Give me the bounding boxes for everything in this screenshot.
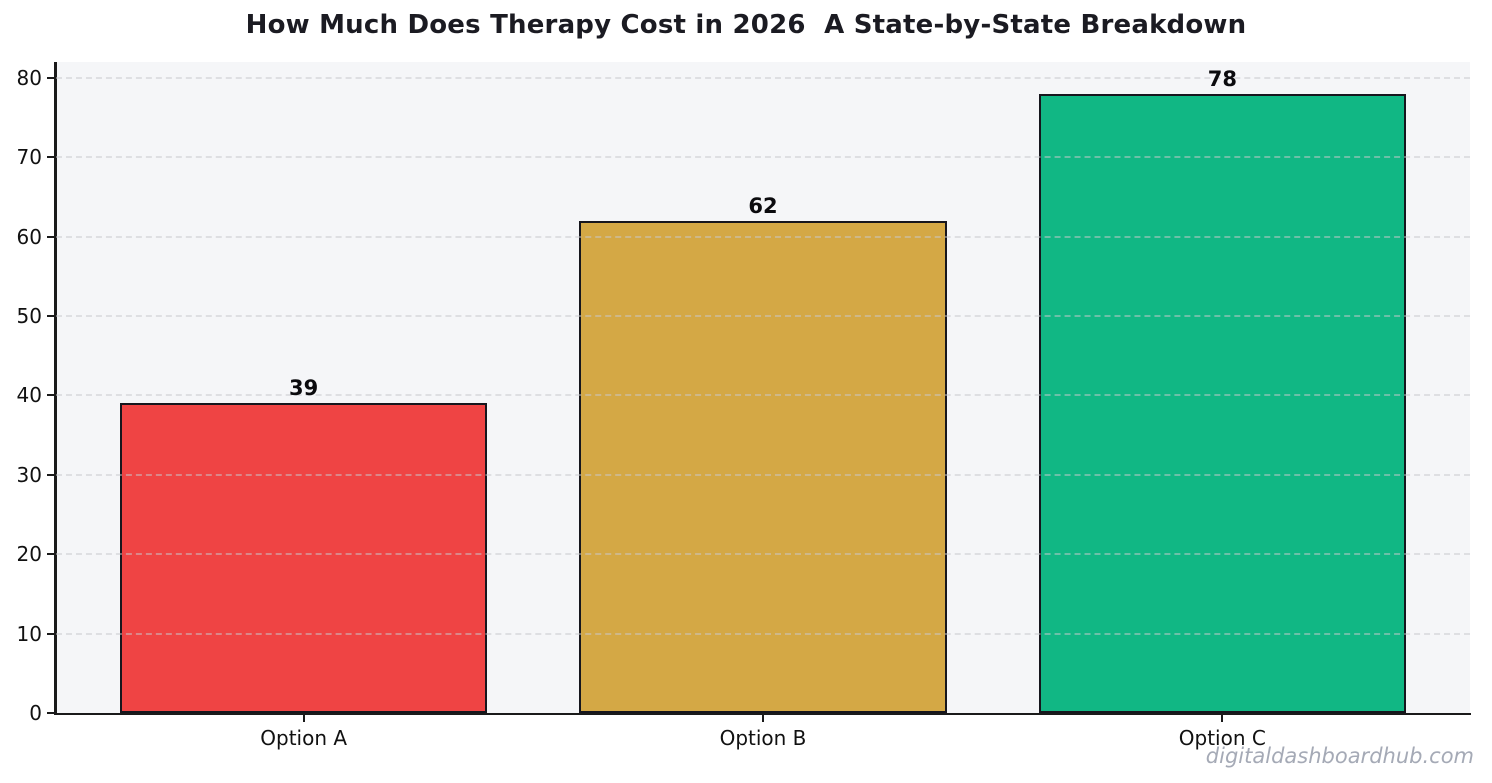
y-tick-label: 60: [16, 224, 42, 249]
bar: [579, 220, 947, 713]
y-tick-label: 70: [16, 145, 42, 170]
gridline: [56, 394, 1470, 397]
bar: [1038, 93, 1407, 713]
bar-value-label: 39: [289, 376, 319, 401]
x-tick-mark: [302, 715, 305, 722]
gridline: [56, 553, 1470, 556]
y-tick-mark: [47, 315, 55, 318]
y-tick-mark: [47, 632, 55, 635]
bar-value-label: 78: [1207, 66, 1237, 91]
y-tick-mark: [47, 712, 55, 714]
y-tick-mark: [47, 76, 55, 79]
plot-area: 39 62 78: [56, 62, 1470, 713]
y-tick-label: 20: [16, 542, 42, 567]
watermark: digitaldashboardhub.com: [1205, 744, 1474, 768]
y-tick-label: 10: [16, 621, 42, 646]
x-tick-mark: [762, 715, 764, 722]
y-tick-mark: [47, 553, 55, 556]
y-tick-label: 80: [16, 65, 42, 90]
x-tick-mark: [1221, 715, 1224, 722]
y-tick-mark: [47, 473, 55, 476]
y-tick-label: 0: [29, 701, 42, 725]
y-tick-mark: [47, 156, 55, 159]
gridline: [56, 156, 1470, 159]
y-tick-mark: [47, 235, 55, 238]
bar: [119, 403, 488, 713]
x-axis-spine: [54, 712, 1471, 715]
x-tick-label: Option B: [719, 726, 807, 750]
y-tick-mark: [47, 394, 55, 397]
gridline: [56, 632, 1470, 635]
y-tick-label: 50: [16, 304, 42, 329]
gridline: [56, 235, 1470, 238]
y-tick-label: 40: [16, 383, 42, 408]
x-tick-label: Option A: [260, 726, 348, 750]
y-axis-spine: [54, 62, 57, 715]
gridline: [56, 315, 1470, 318]
gridline: [56, 473, 1470, 476]
x-tick-label: Option C: [1178, 726, 1266, 750]
chart-title: How Much Does Therapy Cost in 2026 A Sta…: [245, 10, 1247, 40]
y-tick-label: 30: [16, 462, 42, 487]
bar-value-label: 62: [748, 193, 778, 218]
gridline: [56, 76, 1470, 79]
